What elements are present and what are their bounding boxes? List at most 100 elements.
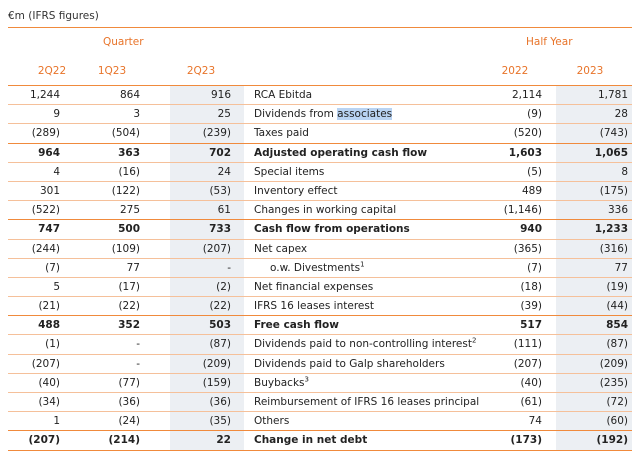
row-label: Inventory effect — [254, 185, 338, 197]
value-2023: (87) — [606, 338, 628, 351]
value-2022: (40) — [520, 376, 542, 389]
value-2022: (1,146) — [503, 204, 542, 217]
value-2023: (60) — [606, 415, 628, 428]
value-1q23: (24) — [118, 415, 140, 428]
value-2022: (173) — [510, 434, 542, 447]
value-1q23: (22) — [118, 300, 140, 313]
row-label: Adjusted operating cash flow — [254, 147, 427, 159]
row-label: Dividends paid to non-controlling intere… — [254, 337, 476, 351]
value-2q22: (7) — [45, 261, 60, 274]
table-row: 9 3 25 (9) 28 Dividends from associates — [8, 105, 632, 125]
row-label-text: Dividends paid to Galp shareholders — [254, 357, 445, 370]
row-label-text: o.w. Divestments — [270, 261, 361, 274]
footnote-marker: 1 — [360, 260, 365, 269]
table-row: (7) 77 - (7) 77 o.w. Divestments1 — [8, 259, 632, 278]
row-label: Taxes paid — [254, 127, 309, 139]
value-1q23: (16) — [118, 165, 140, 178]
value-2023: 28 — [614, 108, 628, 121]
value-1q23: (77) — [118, 376, 140, 389]
value-1q23: 77 — [126, 261, 140, 274]
row-label: Buybacks3 — [254, 376, 309, 389]
value-2023: 1,233 — [594, 223, 628, 236]
value-2023: (209) — [599, 357, 628, 370]
value-2023: (72) — [606, 396, 628, 408]
col-header-2023: 2023 — [576, 65, 604, 77]
value-2022: 517 — [520, 319, 542, 332]
table-row: 1,244 864 916 2,114 1,781 RCA Ebitda — [8, 86, 632, 106]
header-rule — [8, 85, 632, 86]
group-header-half-year: Half Year — [526, 36, 573, 48]
value-2022: 74 — [528, 415, 542, 428]
value-2023: 1,065 — [594, 146, 628, 159]
value-1q23: - — [136, 338, 140, 351]
row-label-text: Dividends paid to non-controlling intere… — [254, 338, 472, 351]
table-row: 4 (16) 24 (5) 8 Special items — [8, 163, 632, 182]
row-label-text: Net capex — [254, 242, 308, 255]
value-2q23: (53) — [209, 184, 231, 197]
value-2q22: (244) — [31, 242, 60, 255]
value-2q22: (289) — [31, 127, 60, 140]
row-label: Others — [254, 415, 289, 427]
table-row: (244) (109) (207) (365) (316) Net capex — [8, 240, 632, 259]
value-2q23: (22) — [209, 300, 231, 313]
value-2q23: (36) — [209, 396, 231, 408]
value-2q22: 1 — [53, 415, 60, 428]
value-2022: (39) — [520, 300, 542, 313]
value-2q23: 61 — [217, 204, 231, 217]
row-label-text: Change in net debt — [254, 434, 368, 447]
value-2q22: 4 — [53, 165, 60, 178]
row-label-text: Adjusted operating cash flow — [254, 146, 428, 159]
highlight-column-2q23 — [170, 86, 244, 450]
value-2q23: (87) — [209, 338, 231, 351]
row-label: Net financial expenses — [254, 281, 373, 293]
value-2023: (19) — [606, 280, 628, 293]
table-row: (1) - (87) (111) (87) Dividends paid to non-c… — [8, 335, 632, 355]
value-2q22: (1) — [45, 338, 60, 351]
value-2q22: 301 — [39, 184, 60, 197]
value-2q23: 503 — [209, 319, 231, 332]
row-label-text: Buybacks — [254, 376, 305, 389]
row-label: IFRS 16 leases interest — [254, 300, 374, 312]
row-label-text: Free cash flow — [254, 319, 339, 332]
value-1q23: (214) — [108, 434, 140, 447]
table-row: 5 (17) (2) (18) (19) Net financial expenses — [8, 278, 632, 298]
value-2022: 940 — [520, 223, 542, 236]
row-label-text: Reimbursement of IFRS 16 leases principa… — [254, 396, 480, 408]
value-1q23: 500 — [118, 223, 140, 236]
value-2q22: 9 — [53, 108, 60, 121]
row-label: Special items — [254, 166, 324, 178]
row-label: Change in net debt — [254, 434, 367, 446]
selected-text[interactable]: associates — [337, 108, 393, 121]
row-label-text: Special items — [254, 165, 325, 178]
value-2022: (9) — [527, 108, 542, 121]
value-2q22: 1,244 — [29, 89, 60, 101]
value-2023: (175) — [599, 184, 628, 197]
value-2q23: 25 — [217, 108, 231, 121]
value-2q23: - — [227, 261, 231, 274]
value-2022: 489 — [521, 184, 542, 197]
value-1q23: (504) — [111, 127, 140, 140]
value-1q23: 363 — [118, 146, 140, 159]
table-row: (21) (22) (22) (39) (44) IFRS 16 leases inter… — [8, 297, 632, 317]
value-2023: 336 — [607, 204, 628, 217]
value-2q23: 733 — [209, 223, 231, 236]
col-header-2q22: 2Q22 — [37, 65, 67, 77]
value-2q22: (207) — [31, 357, 60, 370]
table-row: (522) 275 61 (1,146) 336 Changes in working c… — [8, 201, 632, 221]
row-label-text: IFRS 16 leases interest — [254, 300, 374, 313]
value-2022: (18) — [520, 280, 542, 293]
highlight-column-2023 — [556, 86, 632, 450]
value-2022: (207) — [513, 357, 542, 370]
table-row: 488 352 503 517 854 Free cash flow — [8, 316, 632, 336]
value-2022: 2,114 — [511, 89, 542, 101]
row-label: Free cash flow — [254, 319, 339, 331]
table-row: 964 363 702 1,603 1,065 Adjusted operating ca… — [8, 144, 632, 163]
value-2023: (743) — [599, 127, 628, 140]
top-rule — [8, 27, 632, 28]
value-2q23: (239) — [202, 127, 231, 140]
value-2q23: (2) — [216, 280, 231, 293]
table-row: 747 500 733 940 1,233 Cash flow from operatio… — [8, 220, 632, 240]
value-2q23: 702 — [209, 146, 231, 159]
table-row: 301 (122) (53) 489 (175) Inventory effect — [8, 182, 632, 202]
value-2q23: 916 — [210, 89, 231, 101]
